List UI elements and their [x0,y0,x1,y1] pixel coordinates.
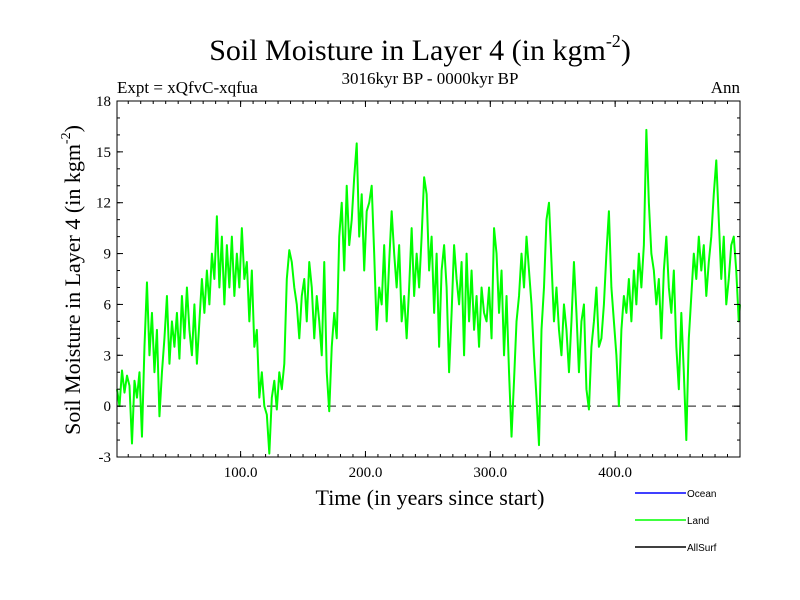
y-tick-label: 3 [104,348,112,364]
legend: Ocean Land AllSurf [635,489,717,554]
series-layer [116,128,741,455]
y-tick-label: 9 [104,247,112,263]
y-tick-label: -3 [99,450,112,466]
y-axis-label-close: ) [60,125,85,132]
x-tick-label: 200.0 [349,465,383,481]
y-tick-label: 15 [96,145,111,161]
y-tick-label: 6 [104,297,112,313]
chart-title-exponent: -2 [606,31,621,51]
x-tick-label: 400.0 [598,465,632,481]
plot-frame [116,100,741,458]
y-axis-label-main: Soil Moisture in Layer 4 (in kgm [60,144,85,435]
tick-layer: -3 0 3 6 9 12 15 18 100.0 200.0 300.0 400.0 [96,94,740,481]
x-axis-label: Time (in years since start) [316,485,545,510]
legend-label-land: Land [687,516,709,527]
y-tick-label: 0 [104,399,112,415]
legend-label-ocean: Ocean [687,489,716,500]
series-line-land [116,128,741,455]
x-tick-label: 300.0 [473,465,507,481]
legend-label-allsurf: AllSurf [687,543,717,554]
subtitle-center: 3016kyr BP - 0000kyr BP [342,69,519,88]
y-tick-label: 12 [96,196,111,212]
subtitle-left: Expt = xQfvC-xqfua [117,78,258,97]
y-axis-label: Soil Moisture in Layer 4 (in kgm-2) [59,125,85,435]
y-axis-label-exponent: -2 [59,132,74,144]
chart-title-close: ) [621,34,631,67]
x-tick-label: 100.0 [224,465,258,481]
chart-title-main: Soil Moisture in Layer 4 (in kgm [209,34,606,67]
y-tick-label: 18 [96,94,111,110]
chart-title: Soil Moisture in Layer 4 (in kgm-2) [209,31,631,67]
subtitle-right: Ann [711,78,741,97]
